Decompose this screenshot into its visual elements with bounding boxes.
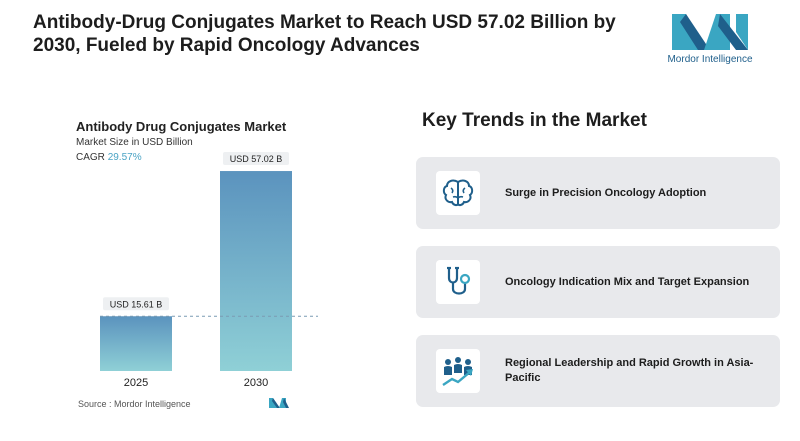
brain-icon [442, 179, 474, 207]
trend-icon-box [436, 260, 480, 304]
data-label-2030: USD 57.02 B [230, 154, 283, 164]
page-headline: Antibody-Drug Conjugates Market to Reach… [33, 11, 633, 57]
data-label-2025: USD 15.61 B [110, 299, 163, 309]
headline-line-2: 2030, Fueled by Rapid Oncology Advances [33, 35, 420, 56]
chart-subtitle: Market Size in USD Billion [76, 137, 193, 148]
mini-logo-icon [269, 398, 289, 408]
trend-label: Oncology Indication Mix and Target Expan… [505, 275, 750, 288]
bar-chart: USD 15.61 B 2025 USD 57.02 B 2030 [100, 152, 318, 389]
trend-icon-box [436, 349, 480, 393]
trend-card-asia-pacific: Regional Leadership and Rapid Growth in … [416, 335, 780, 407]
bar-2030 [220, 171, 292, 371]
trend-card-oncology-indication: Oncology Indication Mix and Target Expan… [416, 246, 780, 318]
chart-source: Source : Mordor Intelligence [78, 399, 191, 409]
stethoscope-icon [447, 266, 471, 295]
brand-logo: Mordor Intelligence [660, 10, 760, 70]
growth-people-icon [442, 357, 473, 386]
trend-label: Regional Leadership and Rapid Growth in … [505, 357, 754, 384]
data-label-bg-2025 [103, 297, 169, 311]
mordor-logo-icon [672, 14, 748, 50]
x-tick-2025: 2025 [124, 377, 148, 389]
cagr-value: 29.57% [107, 152, 142, 163]
data-label-bg-2030 [223, 152, 289, 166]
bar-2025 [100, 316, 172, 371]
chart-title: Antibody Drug Conjugates Market [76, 119, 287, 134]
cagr-label: CAGR [76, 152, 105, 163]
headline-line-1: Antibody-Drug Conjugates Market to Reach… [33, 12, 616, 33]
trend-label: Surge in Precision Oncology Adoption [505, 186, 707, 199]
trend-icon-box [436, 171, 480, 215]
chart-cagr: CAGR 29.57% [76, 152, 142, 163]
brand-name: Mordor Intelligence [667, 54, 753, 65]
x-tick-2030: 2030 [244, 377, 268, 389]
trend-card-precision-oncology: Surge in Precision Oncology Adoption [416, 157, 780, 229]
trends-title: Key Trends in the Market [422, 110, 647, 131]
